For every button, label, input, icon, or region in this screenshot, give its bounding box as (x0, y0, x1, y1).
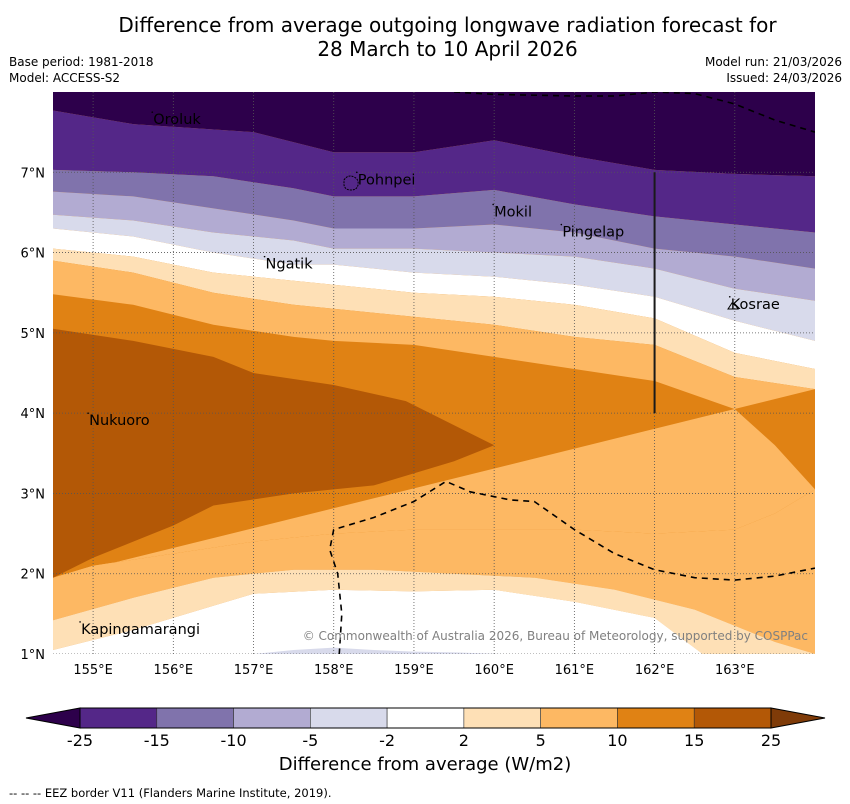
colorbar-tick-label: 10 (607, 731, 627, 750)
model-run-date: Model run: 21/03/2026 (704, 55, 842, 69)
colorbar-segment (233, 707, 311, 729)
base-period: Base period: 1981-2018 (9, 55, 154, 69)
colorbar-tick-label: -15 (144, 731, 170, 750)
lon-tick-label: 163°E (715, 663, 755, 678)
pohnpei-island-outline (343, 175, 359, 191)
colorbar-segment (693, 707, 772, 729)
colorbar-over-extension (770, 707, 826, 729)
colorbar-segment (386, 707, 465, 729)
colorbar-tick-label: 5 (536, 731, 546, 750)
colorbar-tick-label: -5 (302, 731, 318, 750)
contour-band-0 (53, 92, 815, 177)
colorbar-under-extension (25, 707, 81, 729)
colorbar-tick-label: -2 (379, 731, 395, 750)
colorbar-tick-label: -25 (67, 731, 93, 750)
lat-tick-label: 3°N (21, 487, 46, 502)
band-neutral-bottom (53, 589, 815, 654)
colorbar-segment (463, 707, 541, 729)
copyright-notice: © Commonwealth of Australia 2026, Bureau… (303, 629, 808, 643)
lat-tick-label: 2°N (21, 568, 46, 583)
lon-tick-label: 161°E (555, 663, 595, 678)
contour-band-2 (53, 169, 815, 269)
kosrae-island-outline (727, 302, 739, 310)
place-label-nukuoro: Nukuoro (89, 413, 150, 429)
colorbar-tick-label: 25 (761, 731, 781, 750)
place-label-kapingamarangi: Kapingamarangi (81, 622, 200, 638)
place-marker (87, 412, 89, 414)
place-marker (356, 171, 358, 174)
place-marker (728, 295, 731, 298)
place-marker (151, 111, 154, 113)
colorbar-frame (79, 707, 772, 729)
lat-tick-label: 1°N (21, 648, 46, 663)
place-marker (560, 223, 563, 226)
eez-footnote: -- -- -- EEZ border V11 (Flanders Marine… (9, 786, 332, 800)
lon-tick-label: 158°E (314, 663, 354, 678)
lon-tick-label: 162°E (635, 663, 675, 678)
model-name: Model: ACCESS-S2 (9, 71, 121, 85)
colorbar-segment (79, 707, 158, 729)
colorbar-segment (540, 707, 618, 729)
eez-border (328, 480, 815, 654)
colorbar-tick-label: 2 (459, 731, 469, 750)
colorbar-segment (617, 707, 695, 729)
title-line-1: Difference from average outgoing longwav… (118, 13, 777, 37)
place-marker (492, 203, 494, 206)
lower-band-1 (53, 569, 815, 654)
contour-band-1 (53, 110, 815, 233)
lon-tick-label: 157°E (234, 663, 274, 678)
lower-band-0 (53, 489, 815, 654)
place-label-mokil: Mokil (494, 204, 532, 220)
title-line-2: 28 March to 10 April 2026 (317, 37, 578, 61)
place-marker (263, 255, 266, 258)
lon-tick-label: 160°E (474, 663, 514, 678)
place-marker (79, 621, 81, 623)
colorbar-label: Difference from average (W/m2) (278, 754, 572, 775)
lon-tick-label: 155°E (73, 663, 113, 678)
place-label-pohnpei: Pohnpei (358, 172, 416, 188)
lon-tick-label: 159°E (394, 663, 434, 678)
place-label-kosrae: Kosrae (731, 297, 780, 313)
band-minus5-bottom (253, 647, 503, 654)
run-info: Model run: 21/03/2026 Issued: 24/03/2026 (705, 54, 842, 86)
contour-band-6 (53, 248, 815, 390)
issued-date: Issued: 24/03/2026 (726, 71, 842, 85)
eez-border (454, 92, 815, 133)
lat-tick-label: 6°N (21, 247, 46, 262)
place-label-oroluk: Oroluk (153, 112, 201, 128)
colorbar-tick-label: -10 (220, 731, 246, 750)
place-label-pingelap: Pingelap (562, 225, 624, 241)
colorbar-segment (310, 707, 388, 729)
lat-tick-label: 4°N (21, 407, 46, 422)
lat-tick-label: 5°N (21, 327, 46, 342)
contour-band-4 (53, 214, 815, 341)
colorbar-tick-label: 15 (684, 731, 704, 750)
colorbar-segment (156, 707, 234, 729)
map-plot-area (53, 92, 815, 654)
lat-tick-label: 7°N (21, 166, 46, 181)
place-label-ngatik: Ngatik (266, 257, 314, 273)
band-15-to-25 (53, 328, 495, 578)
contour-band-5 (53, 228, 815, 369)
model-info: Base period: 1981-2018 Model: ACCESS-S2 (9, 54, 154, 86)
lon-tick-label: 156°E (154, 663, 194, 678)
chart-title: Difference from average outgoing longwav… (0, 13, 850, 61)
contour-band-3 (53, 191, 815, 301)
contour-band-7 (53, 260, 815, 578)
